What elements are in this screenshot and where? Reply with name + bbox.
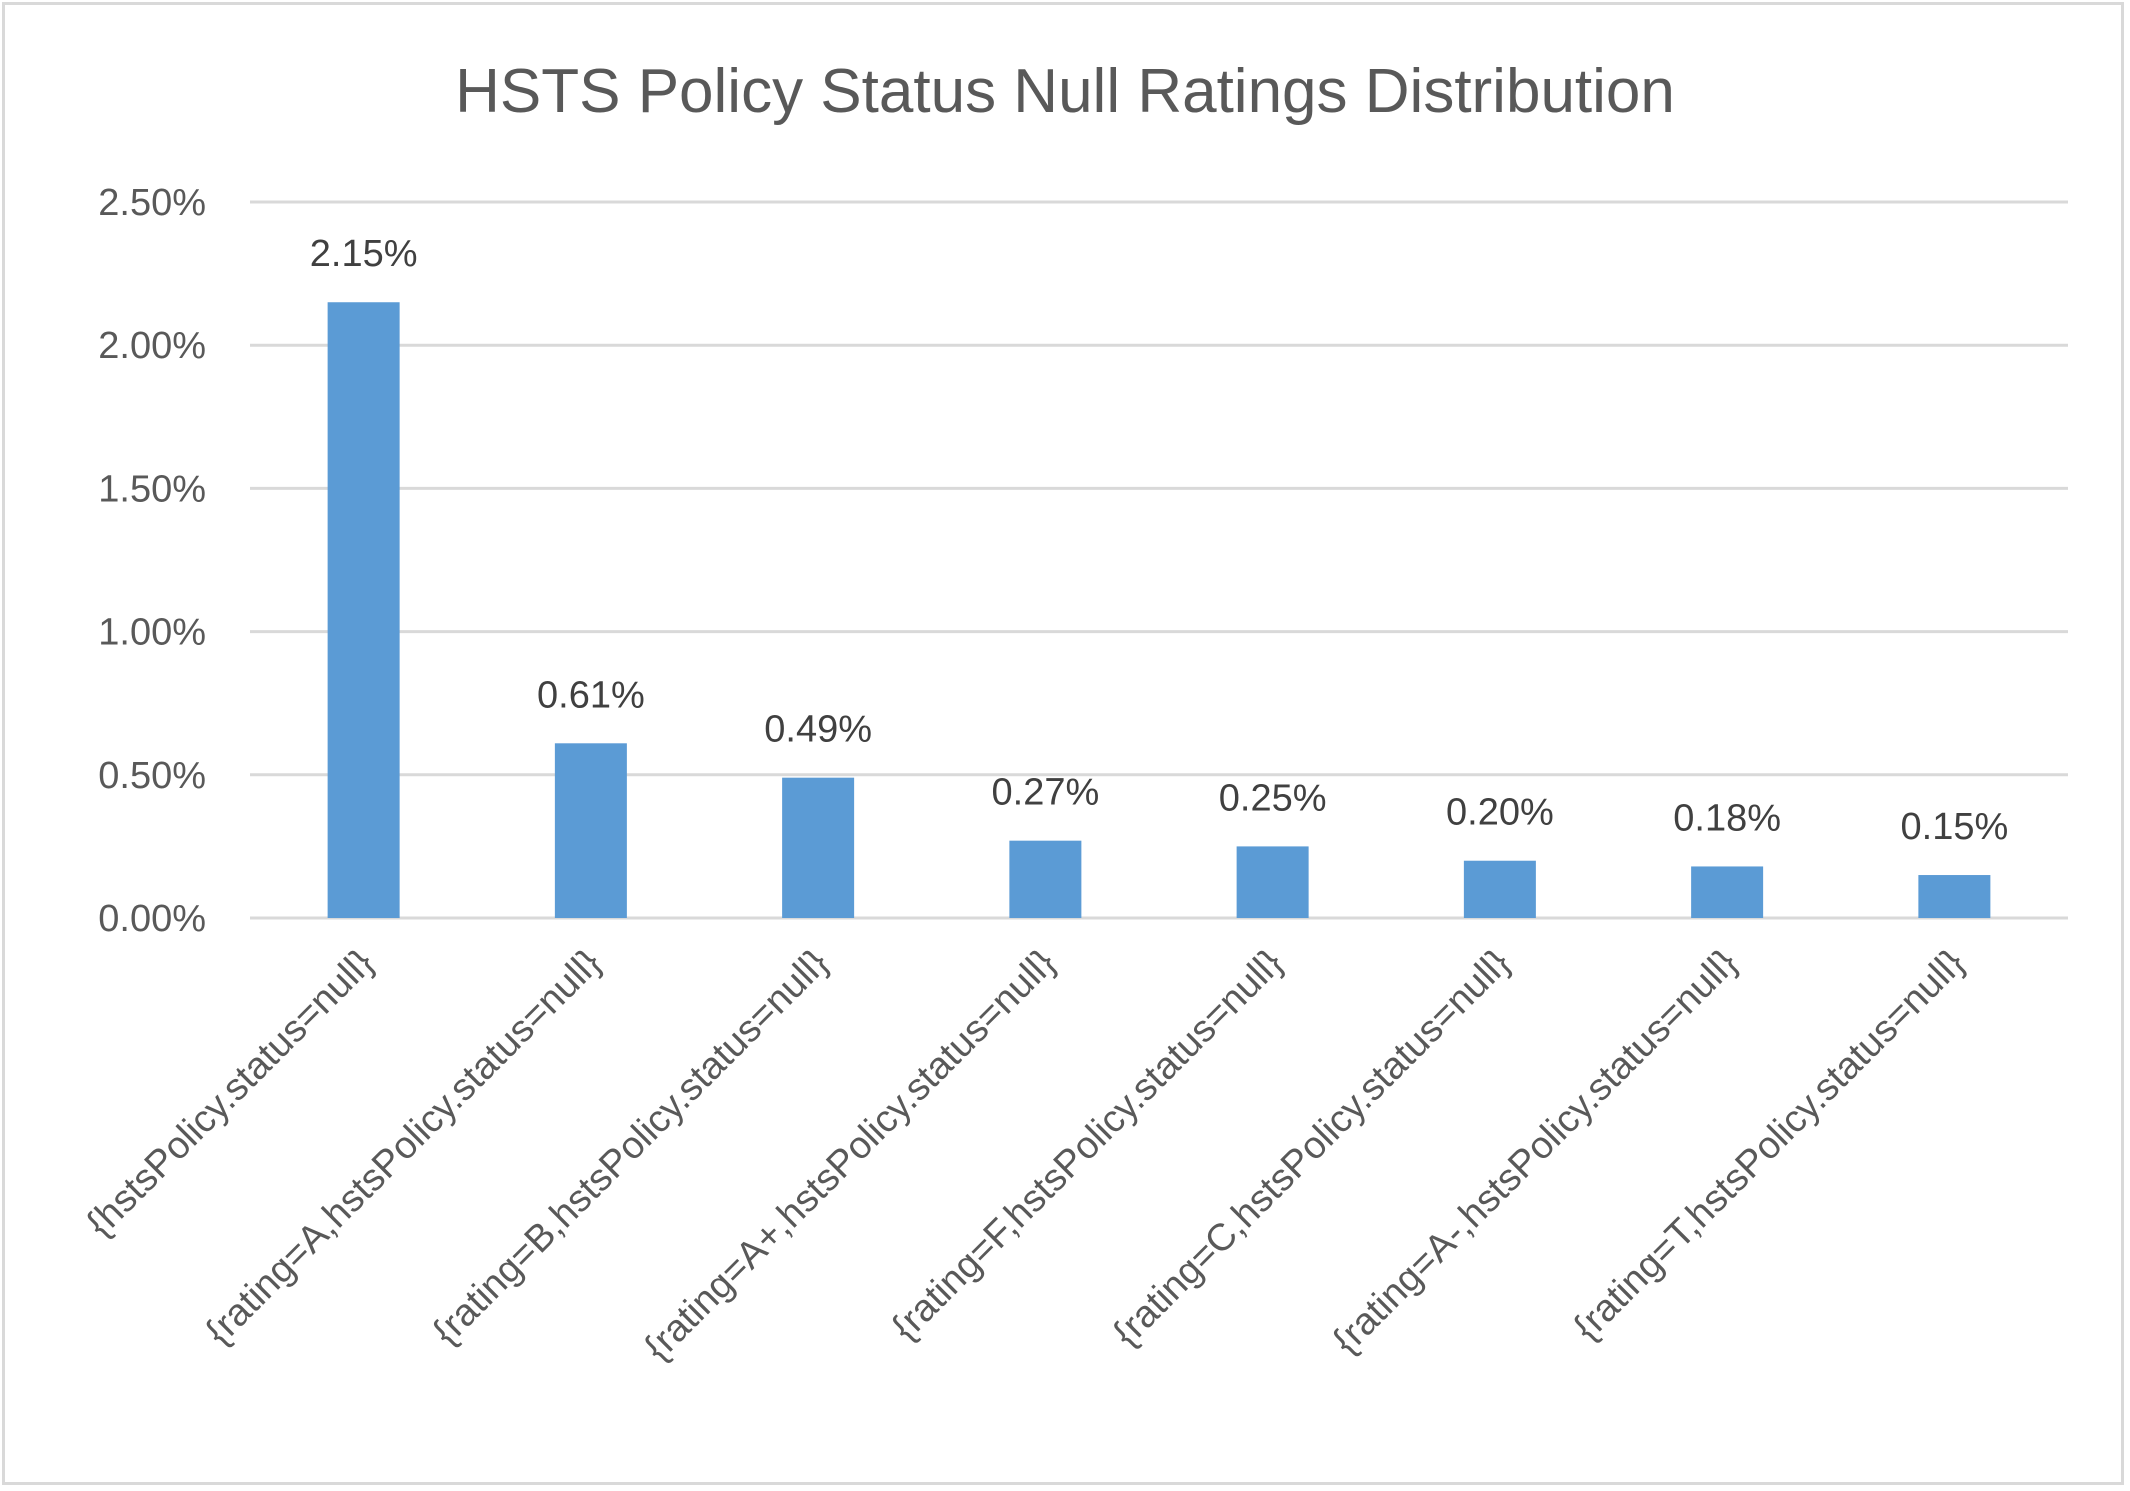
data-label: 0.20% xyxy=(1446,792,1554,834)
bar xyxy=(1463,860,1536,918)
x-category-label: {rating=C,hstsPolicy.status=null} xyxy=(1105,942,1518,1355)
y-tick-label: 0.00% xyxy=(98,898,206,940)
y-tick-label: 0.50% xyxy=(98,755,206,797)
x-category-label: {rating=A,hstsPolicy.status=null} xyxy=(198,942,610,1354)
x-category-label: {rating=T,hstsPolicy.status=null} xyxy=(1566,942,1973,1349)
x-axis-categories: {hstsPolicy.status=null}{rating=A,hstsPo… xyxy=(79,942,1973,1369)
y-tick-label: 2.00% xyxy=(98,325,206,367)
data-label: 0.49% xyxy=(764,709,872,751)
data-label: 0.18% xyxy=(1673,797,1781,839)
data-label: 0.61% xyxy=(537,674,645,716)
bar xyxy=(782,777,855,918)
data-label: 2.15% xyxy=(310,233,418,275)
y-axis-ticks: 0.00% 0.50% 1.00% 1.50% 2.00% 2.50% xyxy=(98,182,206,940)
x-category-label: {rating=F,hstsPolicy.status=null} xyxy=(884,942,1291,1349)
bar xyxy=(1691,866,1764,918)
chart-title: HSTS Policy Status Null Ratings Distribu… xyxy=(455,57,1675,126)
y-tick-label: 1.50% xyxy=(98,468,206,510)
bar xyxy=(1236,846,1309,918)
data-labels: 2.15% 0.61% 0.49% 0.27% 0.25% 0.20% 0.18% 0.15% xyxy=(310,233,2009,848)
data-label: 0.27% xyxy=(992,772,1100,814)
x-category-label: {rating=A-,hstsPolicy.status=null} xyxy=(1325,942,1746,1363)
bar xyxy=(554,743,627,918)
x-category-label: {rating=A+,hstsPolicy.status=null} xyxy=(636,942,1063,1369)
x-category-label: {rating=B,hstsPolicy.status=null} xyxy=(425,942,837,1354)
y-tick-label: 1.00% xyxy=(98,612,206,654)
data-label: 0.15% xyxy=(1901,806,2009,848)
bar xyxy=(327,302,400,918)
y-tick-label: 2.50% xyxy=(98,182,206,224)
data-label: 0.25% xyxy=(1219,777,1327,819)
bar xyxy=(1918,875,1991,918)
grid-lines xyxy=(250,200,2068,920)
bar xyxy=(1009,840,1082,918)
bars xyxy=(327,302,1991,918)
